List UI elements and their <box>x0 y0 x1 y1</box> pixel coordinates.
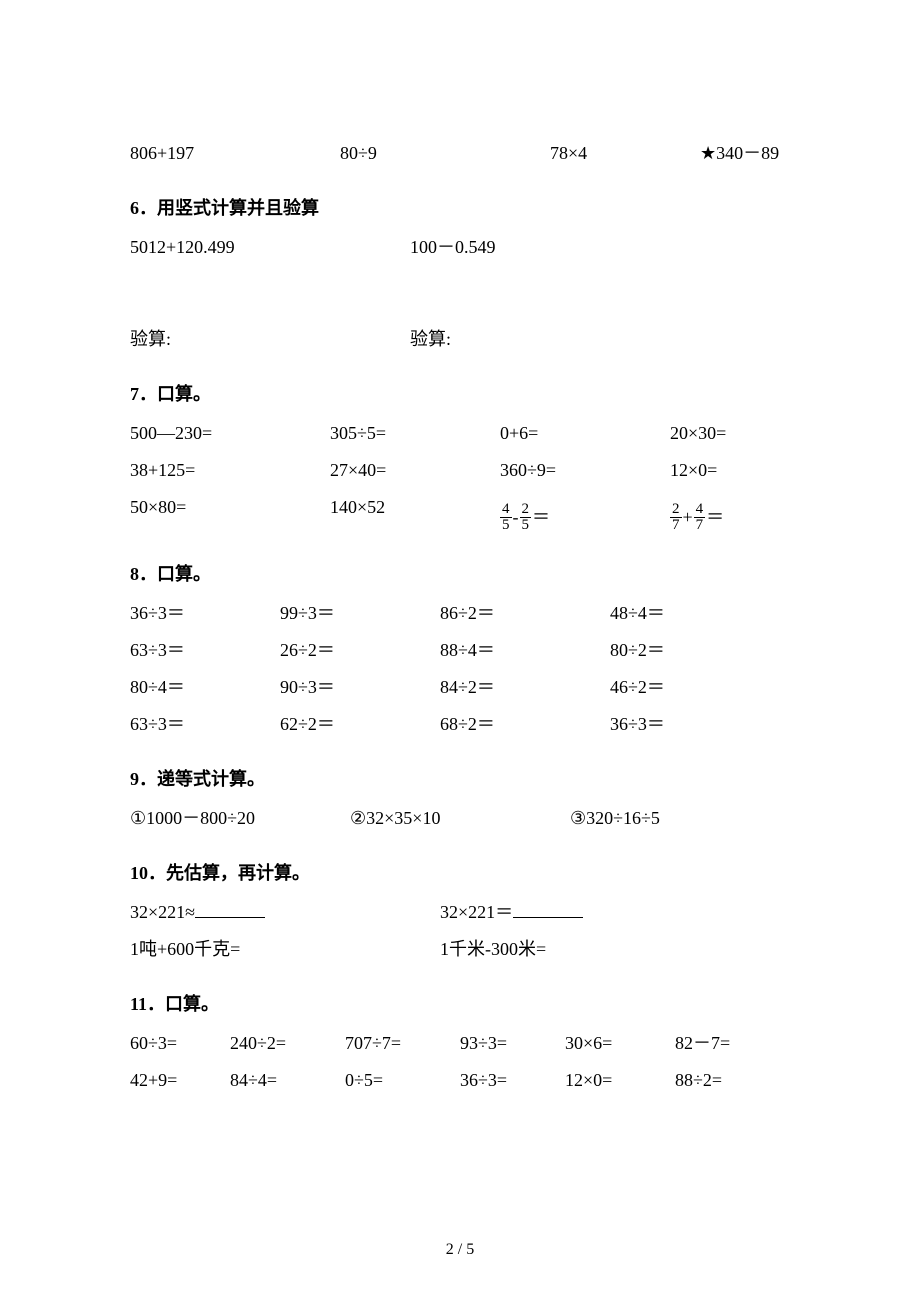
q6-title: 6．用竖式计算并且验算 <box>130 195 790 222</box>
q9-row: ①1000－800÷20 ②32×35×10 ③320÷16÷5 <box>130 805 790 832</box>
q8-cell: 48÷4＝ <box>610 600 790 627</box>
blank-line <box>195 900 265 918</box>
q7-c4: 12×0= <box>670 457 790 484</box>
q8-cell: 84÷2＝ <box>440 674 610 701</box>
q11-row-1: 60÷3=240÷2=707÷7=93÷3=30×6=82－7= <box>130 1030 790 1057</box>
q8-cell: 36÷3＝ <box>610 711 790 738</box>
q8-cell: 88÷4＝ <box>440 637 610 664</box>
q10-b1: 1吨+600千克= <box>130 936 440 963</box>
q6-check-b: 验算: <box>410 326 790 353</box>
q7-c3: 45 - 25 ＝ <box>500 494 670 533</box>
q9-title: 9．递等式计算。 <box>130 766 790 793</box>
q6-check-a: 验算: <box>130 326 410 353</box>
q9-a: ①1000－800÷20 <box>130 805 350 832</box>
q11-row-2: 42+9=84÷4=0÷5=36÷3=12×0=88÷2= <box>130 1067 790 1094</box>
q8-title: 8．口算。 <box>130 561 790 588</box>
top-expressions: 806+197 80÷9 78×4 ★340－89 <box>130 140 790 167</box>
fraction-expr-2: 27 + 47 ＝ <box>670 502 724 533</box>
q7-c1: 50×80= <box>130 494 330 533</box>
q11-cell: 42+9= <box>130 1067 230 1094</box>
q11-cell: 0÷5= <box>345 1067 460 1094</box>
q8-cell: 26÷2＝ <box>280 637 440 664</box>
q7-c2: 140×52 <box>330 494 500 533</box>
q8-row-4: 63÷3＝62÷2＝68÷2＝36÷3＝ <box>130 711 790 738</box>
q7-c2: 27×40= <box>330 457 500 484</box>
page-number: 2 / 5 <box>0 1238 920 1262</box>
q7-c3: 0+6= <box>500 420 670 447</box>
q11-cell: 84÷4= <box>230 1067 345 1094</box>
q11-cell: 12×0= <box>565 1067 675 1094</box>
q11-cell: 60÷3= <box>130 1030 230 1057</box>
q7-c4: 20×30= <box>670 420 790 447</box>
q8-row-3: 80÷4＝90÷3＝84÷2＝46÷2＝ <box>130 674 790 701</box>
q11-title: 11．口算。 <box>130 991 790 1018</box>
q7-c3: 360÷9= <box>500 457 670 484</box>
q7-c2: 305÷5= <box>330 420 500 447</box>
q8-cell: 99÷3＝ <box>280 600 440 627</box>
expr-80-9: 80÷9 <box>340 140 550 167</box>
q10-title: 10．先估算，再计算。 <box>130 860 790 887</box>
q11-cell: 82－7= <box>675 1030 790 1057</box>
q8-cell: 46÷2＝ <box>610 674 790 701</box>
q11-cell: 93÷3= <box>460 1030 565 1057</box>
q8-cell: 86÷2＝ <box>440 600 610 627</box>
q8-cell: 80÷2＝ <box>610 637 790 664</box>
expr-340-89: ★340－89 <box>700 140 790 167</box>
blank-line <box>513 900 583 918</box>
q8-cell: 63÷3＝ <box>130 711 280 738</box>
q10-row-1: 32×221≈ 32×221＝ <box>130 899 790 926</box>
q8-cell: 62÷2＝ <box>280 711 440 738</box>
q10-row-2: 1吨+600千克= 1千米-300米= <box>130 936 790 963</box>
fraction-expr-1: 45 - 25 ＝ <box>500 502 550 533</box>
q11-cell: 240÷2= <box>230 1030 345 1057</box>
q9-b: ②32×35×10 <box>350 805 570 832</box>
q7-c4: 27 + 47 ＝ <box>670 494 790 533</box>
q8-cell: 68÷2＝ <box>440 711 610 738</box>
q6-a: 5012+120.499 <box>130 234 410 261</box>
q8-row-1: 36÷3＝99÷3＝86÷2＝48÷4＝ <box>130 600 790 627</box>
q7-c1: 500—230= <box>130 420 330 447</box>
expr-806-197: 806+197 <box>130 140 340 167</box>
q8-row-2: 63÷3＝26÷2＝88÷4＝80÷2＝ <box>130 637 790 664</box>
q7-row-3: 50×80= 140×52 45 - 25 ＝ 27 + 47 ＝ <box>130 494 790 533</box>
q6-check-row: 验算: 验算: <box>130 326 790 353</box>
q8-cell: 90÷3＝ <box>280 674 440 701</box>
expr-78-4: 78×4 <box>550 140 700 167</box>
q8-cell: 80÷4＝ <box>130 674 280 701</box>
q8-cell: 36÷3＝ <box>130 600 280 627</box>
q8-cell: 63÷3＝ <box>130 637 280 664</box>
q10-a2: 32×221＝ <box>440 899 790 926</box>
q6-problems: 5012+120.499 100－0.549 <box>130 234 790 261</box>
q11-cell: 707÷7= <box>345 1030 460 1057</box>
q10-b2: 1千米-300米= <box>440 936 790 963</box>
q11-cell: 88÷2= <box>675 1067 790 1094</box>
q9-c: ③320÷16÷5 <box>570 805 790 832</box>
q11-cell: 36÷3= <box>460 1067 565 1094</box>
q7-row-1: 500—230= 305÷5= 0+6= 20×30= <box>130 420 790 447</box>
q7-row-2: 38+125= 27×40= 360÷9= 12×0= <box>130 457 790 484</box>
q7-c1: 38+125= <box>130 457 330 484</box>
q6-b: 100－0.549 <box>410 234 790 261</box>
q10-a1: 32×221≈ <box>130 899 440 926</box>
q11-cell: 30×6= <box>565 1030 675 1057</box>
q7-title: 7．口算。 <box>130 381 790 408</box>
